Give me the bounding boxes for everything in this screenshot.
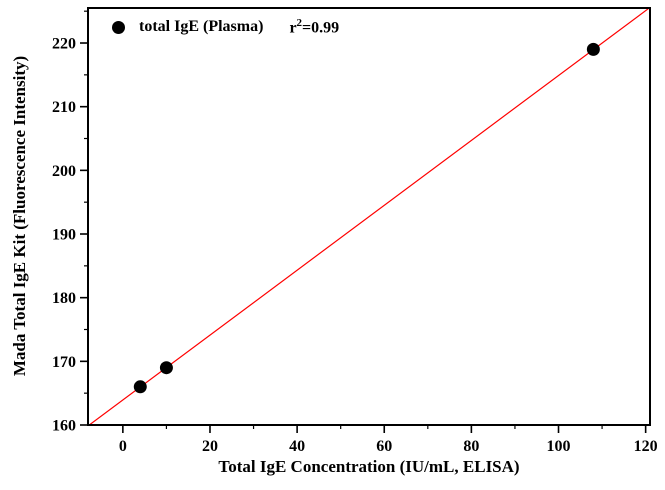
legend-series-label: total IgE (Plasma) (139, 18, 264, 36)
legend: total IgE (Plasma) r2=0.99 (112, 17, 339, 37)
legend-r-squared: r2=0.99 (289, 17, 340, 37)
svg-text:220: 220 (52, 36, 76, 53)
svg-text:120: 120 (634, 438, 658, 455)
svg-text:210: 210 (52, 99, 76, 116)
svg-text:40: 40 (289, 438, 305, 455)
svg-text:60: 60 (376, 438, 392, 455)
x-axis-title: Total IgE Concentration (IU/mL, ELISA) (218, 457, 520, 476)
svg-text:180: 180 (52, 290, 76, 307)
svg-text:0: 0 (119, 438, 127, 455)
svg-text:20: 20 (202, 438, 218, 455)
svg-text:80: 80 (463, 438, 479, 455)
svg-text:200: 200 (52, 163, 76, 180)
svg-text:100: 100 (547, 438, 571, 455)
svg-text:160: 160 (52, 418, 76, 435)
legend-marker-circle-icon (112, 20, 125, 34)
svg-text:170: 170 (52, 354, 76, 371)
svg-text:190: 190 (52, 227, 76, 244)
y-axis-title: Mada Total IgE Kit (Fluorescence Intensi… (10, 55, 29, 377)
